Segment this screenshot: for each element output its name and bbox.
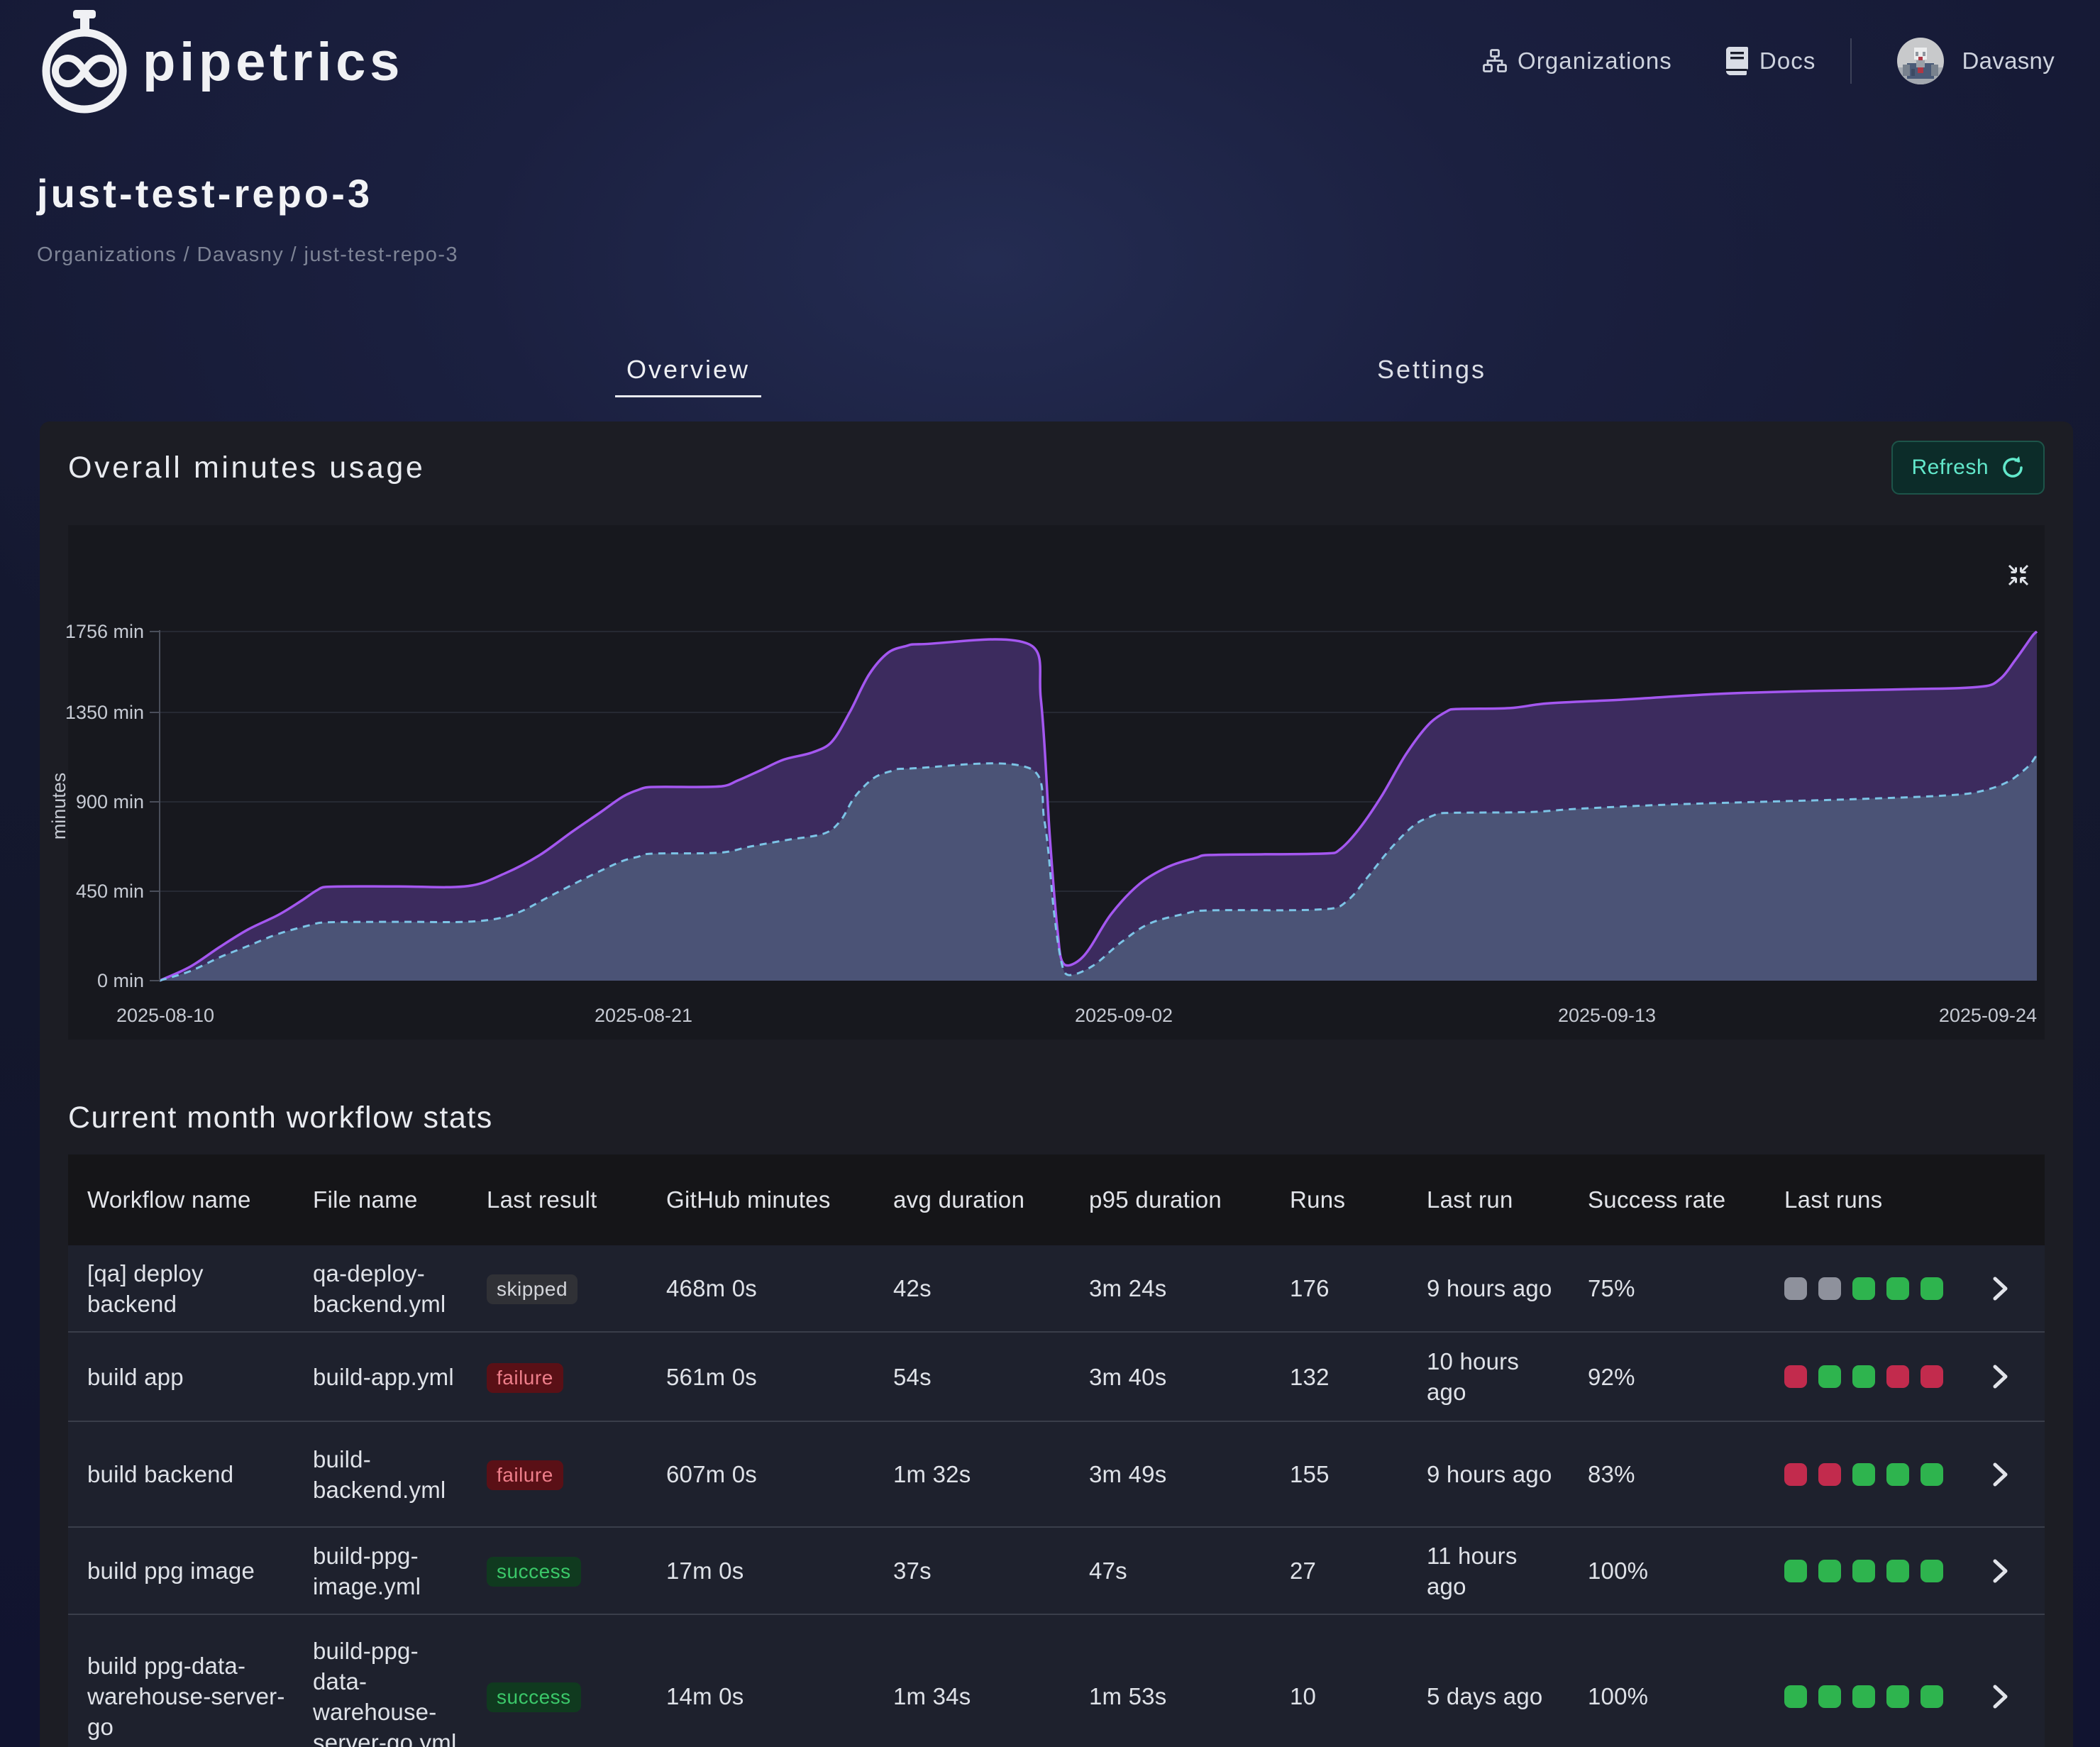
svg-text:0 min: 0 min — [97, 970, 144, 991]
svg-text:2025-09-02: 2025-09-02 — [1075, 1005, 1173, 1026]
svg-text:900 min: 900 min — [76, 791, 144, 812]
svg-text:2025-08-10: 2025-08-10 — [116, 1005, 214, 1026]
svg-text:minutes: minutes — [48, 773, 70, 840]
svg-text:2025-09-24: 2025-09-24 — [1939, 1005, 2037, 1026]
svg-text:450 min: 450 min — [76, 881, 144, 902]
svg-text:1756 min: 1756 min — [65, 621, 144, 642]
svg-text:2025-08-21: 2025-08-21 — [595, 1005, 692, 1026]
svg-text:2025-09-13: 2025-09-13 — [1558, 1005, 1656, 1026]
svg-text:1350 min: 1350 min — [65, 702, 144, 723]
